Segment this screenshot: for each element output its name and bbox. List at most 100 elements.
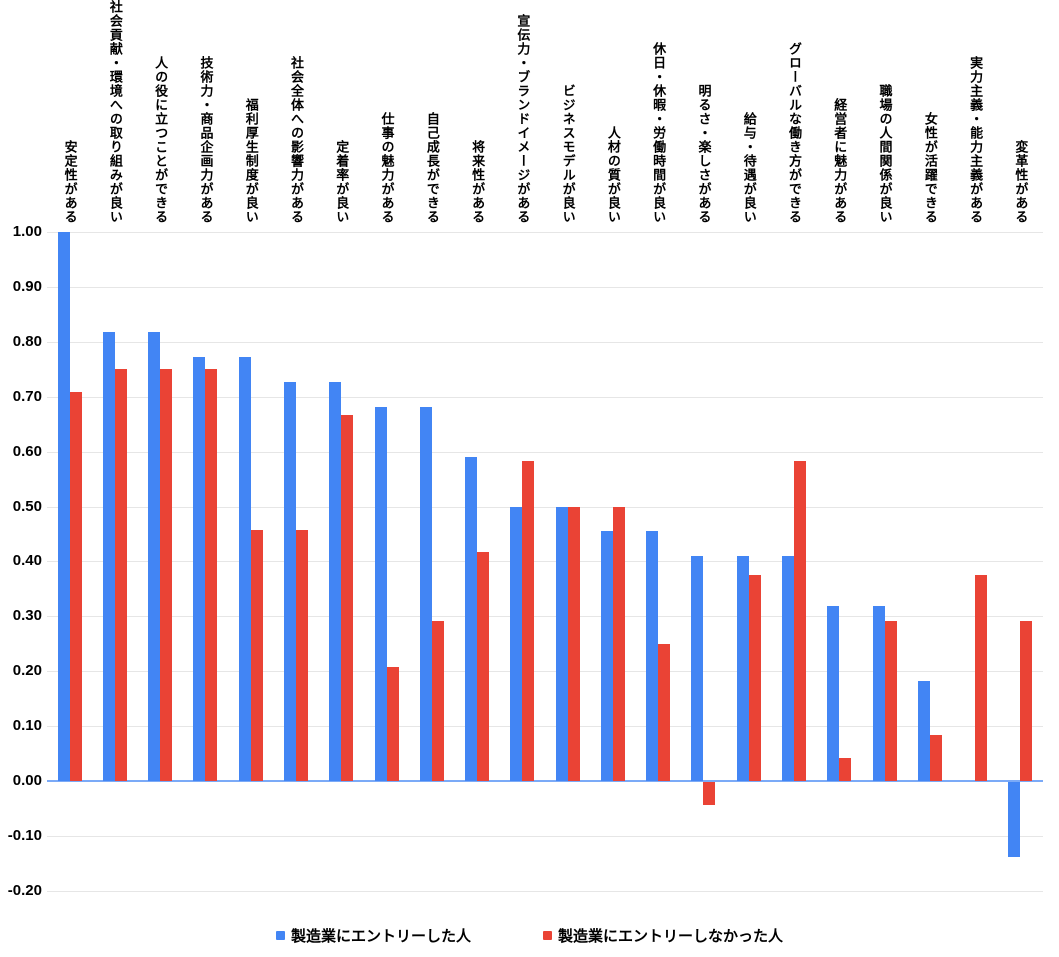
category-label: 定着率が良い: [334, 140, 350, 224]
category-label: 人の役に立つことができる: [153, 56, 169, 224]
gridline: [47, 451, 1043, 453]
gridline: [47, 671, 1043, 673]
bar-not-entried: [612, 506, 625, 781]
gridline: [47, 232, 1043, 233]
bar-not-entried: [114, 369, 127, 781]
gridline: [47, 506, 1043, 508]
category-label: 福利厚生制度が良い: [243, 98, 259, 224]
bar-entried: [555, 506, 568, 781]
bar-not-entried: [658, 643, 671, 781]
legend-swatch-not-entried-icon: [543, 930, 552, 940]
category-label: 自己成長ができる: [424, 112, 440, 224]
bar-entried: [102, 331, 115, 781]
y-axis-tick-label: -0.10: [7, 826, 42, 844]
bar-not-entried: [69, 392, 82, 781]
bar-entried: [691, 556, 704, 781]
bar-not-entried: [884, 620, 897, 781]
bar-entried: [148, 331, 161, 781]
category-label: グローバルな働き方ができる: [787, 42, 802, 224]
y-axis-tick-label: 0.20: [12, 662, 42, 680]
category-label: 変革性がある: [1013, 140, 1029, 224]
bar-not-entried: [975, 575, 988, 781]
bar-not-entried: [567, 506, 580, 781]
gridline: [47, 286, 1043, 288]
category-label: 経営者に魅力がある: [832, 98, 848, 224]
category-label: 将来性がある: [470, 140, 486, 224]
y-axis-tick-label: 0.70: [12, 387, 42, 405]
bar-entried: [374, 406, 387, 781]
gridline: [47, 341, 1043, 343]
legend-swatch-entried-icon: [275, 930, 285, 940]
category-label: 明るさ・楽しさがある: [696, 84, 712, 224]
gridline: [47, 890, 1043, 892]
category-label: 休日・休暇・労働時間が良い: [651, 42, 667, 224]
bar-entried: [782, 556, 794, 781]
category-label: 職場の人間関係が良い: [877, 84, 893, 224]
bar-entried: [736, 556, 749, 781]
bar-not-entried: [296, 529, 308, 781]
y-axis-tick-label: 0.50: [12, 497, 42, 515]
bar-entried: [600, 531, 613, 781]
category-label: 給与・待遇が良い: [741, 112, 757, 224]
bar-entried: [510, 506, 523, 781]
gridline: [47, 835, 1043, 837]
bar-not-entried: [522, 460, 535, 781]
category-label: 社会貢献・環境への取り組みが良い: [107, 0, 123, 224]
y-axis-tick-label: 0.80: [12, 332, 42, 350]
bar-not-entried: [205, 369, 218, 781]
category-label: 仕事の魅力がある: [379, 112, 395, 224]
bar-entried: [57, 232, 70, 781]
bar-not-entried: [160, 369, 173, 781]
legend-label-not-entried: 製造業にエントリーしなかった人: [558, 927, 784, 945]
bar-not-entried: [477, 552, 490, 781]
bar-not-entried: [929, 735, 942, 781]
gridline: [47, 396, 1043, 398]
y-axis-tick-label: 0.30: [12, 607, 42, 625]
bar-entried: [1008, 782, 1021, 857]
bar-not-entried: [839, 757, 852, 781]
bar-not-entried: [250, 529, 263, 781]
y-axis-tick-label: 0.90: [12, 277, 42, 295]
category-label: 社会全体への影響力がある: [289, 56, 304, 224]
zero-axis-line: [47, 780, 1043, 782]
bar-not-entried: [341, 414, 354, 781]
y-axis-tick-label: 0.10: [12, 717, 42, 735]
legend-item-not-entried: 製造業にエントリーしなかった人: [543, 925, 783, 946]
category-label: 女性が活躍できる: [922, 112, 938, 224]
bar-entried: [827, 606, 840, 781]
category-label: 宣伝力・ブランドイメージがある: [515, 14, 531, 224]
category-label: 実力主義・能力主義がある: [968, 56, 984, 224]
y-axis-tick-label: 0.00: [12, 772, 42, 789]
bar-entried: [238, 356, 251, 781]
y-axis-tick-label: 1.00: [12, 223, 42, 240]
bar-entried: [872, 606, 885, 781]
bar-entried: [917, 681, 930, 781]
bar-not-entried: [431, 620, 444, 781]
bar-entried: [465, 456, 478, 781]
y-axis-tick-label: -0.20: [7, 881, 42, 899]
y-axis-tick-label: 0.60: [12, 442, 42, 460]
gridline: [47, 561, 1043, 563]
bar-entried: [193, 356, 206, 781]
bar-not-entried: [386, 666, 399, 781]
gridline: [47, 726, 1043, 728]
bar-not-entried: [1020, 620, 1033, 781]
legend: 製造業にエントリーした人 製造業にエントリーしなかった人: [0, 922, 1059, 948]
bar-entried: [646, 531, 659, 781]
category-label: ビジネスモデルが良い: [560, 84, 576, 224]
bar-not-entried: [748, 575, 761, 781]
bar-not-entried: [703, 782, 716, 806]
bar-entried: [284, 381, 296, 781]
gridline: [47, 616, 1043, 618]
bar-entried: [419, 406, 432, 781]
category-label: 安定性がある: [62, 140, 78, 224]
category-label: 人材の質が良い: [605, 126, 621, 224]
legend-label-entried: 製造業にエントリーした人: [290, 927, 471, 945]
y-axis-tick-label: 0.40: [12, 552, 42, 570]
category-label: 技術力・商品企画力がある: [198, 56, 214, 224]
bar-not-entried: [794, 460, 806, 781]
legend-item-entried: 製造業にエントリーした人: [275, 925, 471, 946]
bar-entried: [329, 381, 342, 781]
